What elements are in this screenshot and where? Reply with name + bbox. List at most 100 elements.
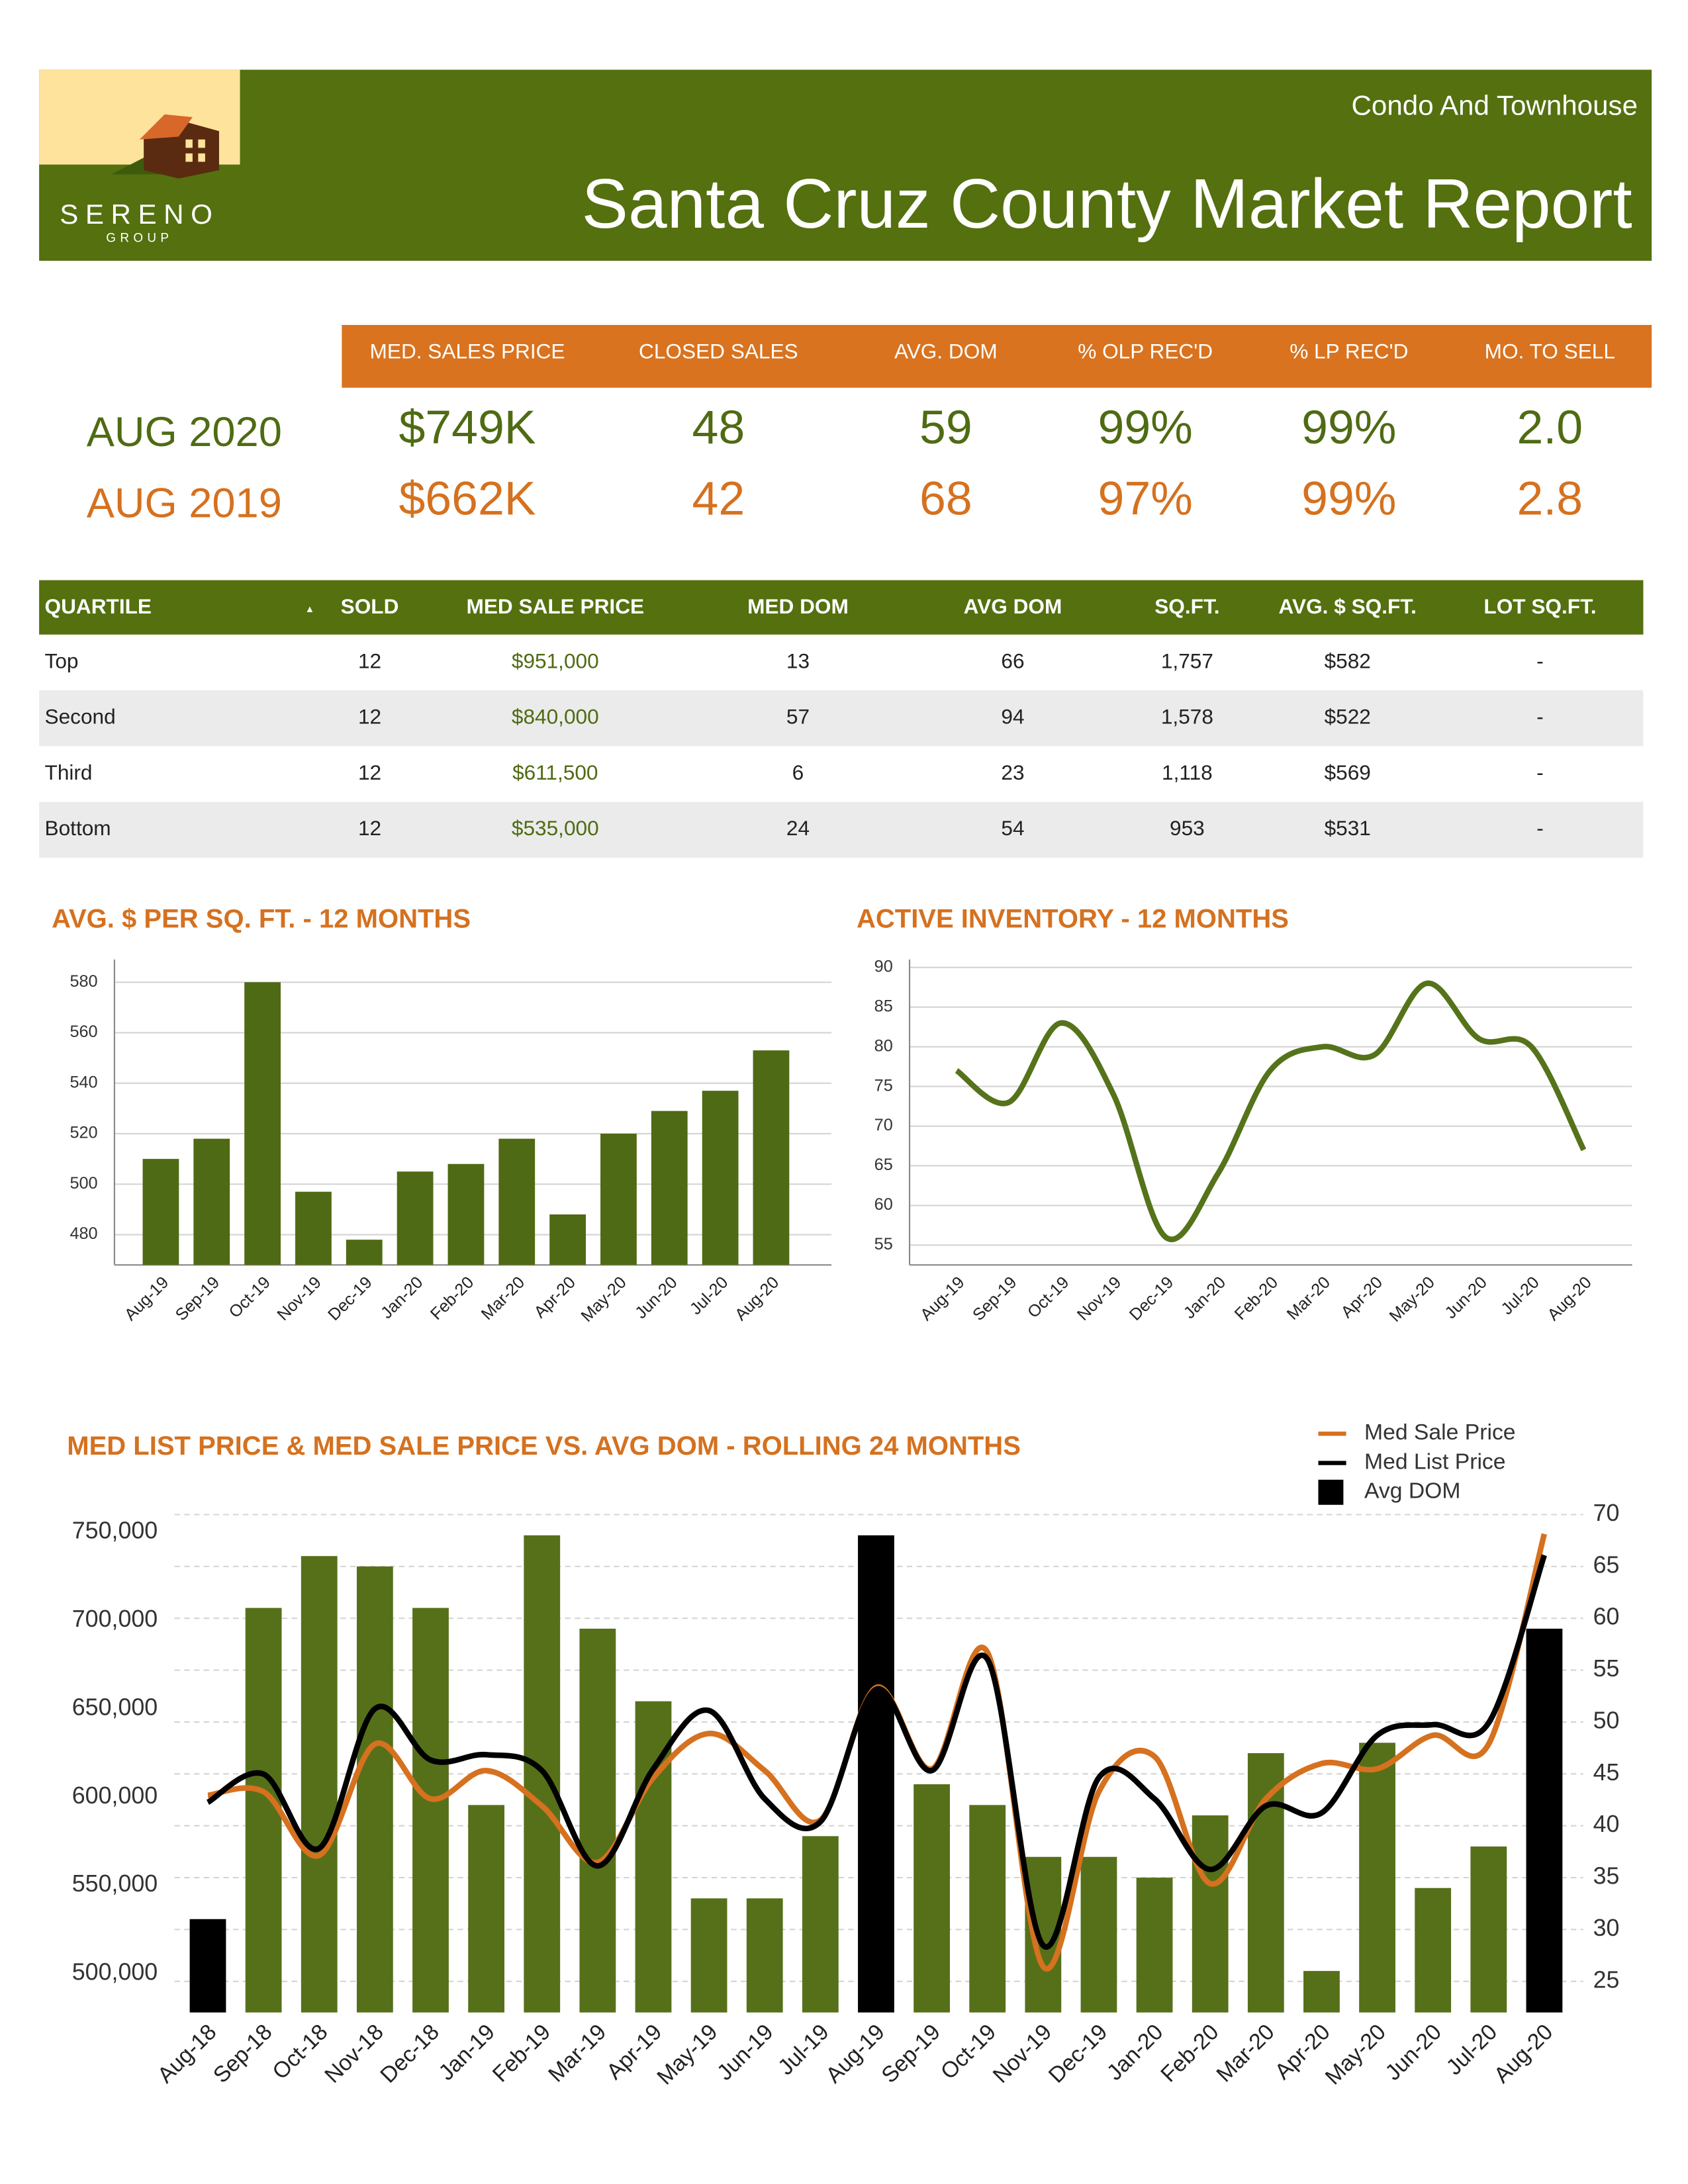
table-cell: 1,118 bbox=[1162, 760, 1213, 784]
table-cell: $569 bbox=[1325, 760, 1371, 784]
summary-header-band bbox=[342, 324, 1652, 388]
summary-row-label: AUG 2020 bbox=[87, 409, 282, 455]
chart-title: ACTIVE INVENTORY - 12 MONTHS bbox=[857, 904, 1289, 933]
bar bbox=[468, 1805, 505, 2013]
table-cell: $840,000 bbox=[512, 705, 599, 729]
bar bbox=[1526, 1628, 1563, 2013]
logo-roof bbox=[139, 114, 193, 140]
summary-header: MED. SALES PRICE bbox=[370, 339, 565, 363]
y-tick-label: 700,000 bbox=[72, 1606, 158, 1632]
table-cell: 24 bbox=[786, 816, 810, 840]
bar bbox=[802, 1836, 839, 2013]
table-cell: 1,757 bbox=[1161, 649, 1213, 672]
table-header: LOT SQ.FT. bbox=[1483, 594, 1596, 618]
table-cell: $582 bbox=[1325, 649, 1371, 672]
summary-value: 2.8 bbox=[1517, 473, 1583, 525]
bar bbox=[356, 1566, 393, 2013]
table-cell: 23 bbox=[1001, 760, 1024, 784]
bar bbox=[346, 1240, 383, 1265]
summary-value: 59 bbox=[919, 401, 972, 454]
bar bbox=[914, 1784, 950, 2013]
y-tick-label: 580 bbox=[70, 972, 97, 991]
report-subtitle: Condo And Townhouse bbox=[1352, 89, 1638, 120]
table-cell: 57 bbox=[786, 705, 810, 729]
summary-value: 99% bbox=[1098, 401, 1192, 454]
y-tick-label: 480 bbox=[70, 1224, 97, 1243]
report-title: Santa Cruz County Market Report bbox=[582, 165, 1632, 243]
table-cell: 54 bbox=[1001, 816, 1024, 840]
table-cell: $522 bbox=[1325, 705, 1371, 729]
table-cell: $611,500 bbox=[512, 760, 598, 784]
bar bbox=[295, 1191, 332, 1265]
legend-label: Avg DOM bbox=[1364, 1479, 1460, 1504]
summary-value: 68 bbox=[919, 473, 972, 525]
summary-value: 97% bbox=[1098, 473, 1192, 525]
y-tick-label: 65 bbox=[874, 1156, 893, 1174]
table-cell: 1,578 bbox=[1161, 705, 1213, 729]
bar bbox=[189, 1919, 226, 2013]
summary-value: $749K bbox=[399, 401, 536, 454]
table-header: SQ.FT. bbox=[1154, 594, 1219, 618]
y-tick-label: 500 bbox=[70, 1174, 97, 1193]
logo-window bbox=[198, 153, 205, 162]
summary-header: % OLP REC'D bbox=[1078, 339, 1213, 363]
y-tick-label: 25 bbox=[1593, 1966, 1620, 1993]
y-tick-label: 50 bbox=[1593, 1707, 1620, 1733]
y-tick-label: 650,000 bbox=[72, 1694, 158, 1720]
table-cell: 12 bbox=[358, 649, 381, 672]
sort-icon: ▲ bbox=[305, 604, 315, 615]
table-cell: 953 bbox=[1170, 816, 1205, 840]
summary-value: 48 bbox=[692, 401, 745, 454]
table-cell: 13 bbox=[786, 649, 810, 672]
table-cell: $531 bbox=[1325, 816, 1371, 840]
table-cell: Second bbox=[45, 705, 116, 729]
logo-window bbox=[185, 153, 193, 162]
bar bbox=[746, 1898, 783, 2013]
table-header: MED DOM bbox=[747, 594, 849, 618]
summary-value: 99% bbox=[1301, 401, 1396, 454]
table-cell: 12 bbox=[358, 816, 381, 840]
bar bbox=[753, 1050, 790, 1265]
y-tick-label: 45 bbox=[1593, 1759, 1620, 1786]
bar bbox=[244, 982, 281, 1265]
bar bbox=[301, 1556, 338, 2013]
logo-text: SERENO bbox=[60, 199, 219, 230]
bar bbox=[1080, 1856, 1117, 2013]
bar bbox=[498, 1138, 536, 1265]
y-tick-label: 80 bbox=[874, 1036, 893, 1055]
bar bbox=[858, 1535, 894, 2013]
summary-row-label: AUG 2019 bbox=[87, 480, 282, 527]
chart-title: MED LIST PRICE & MED SALE PRICE VS. AVG … bbox=[67, 1432, 1021, 1461]
y-tick-label: 55 bbox=[874, 1235, 893, 1253]
table-cell: - bbox=[1536, 816, 1544, 840]
y-tick-label: 75 bbox=[874, 1076, 893, 1095]
y-tick-label: 70 bbox=[874, 1116, 893, 1134]
bar bbox=[1192, 1815, 1229, 2013]
summary-value: 42 bbox=[692, 473, 745, 525]
line-series bbox=[206, 1554, 1547, 1950]
bar bbox=[397, 1171, 434, 1265]
y-tick-label: 30 bbox=[1593, 1915, 1620, 1941]
table-cell: $951,000 bbox=[512, 649, 599, 672]
bar bbox=[549, 1214, 586, 1265]
y-tick-label: 60 bbox=[874, 1195, 893, 1214]
line-series bbox=[955, 980, 1587, 1242]
bar bbox=[412, 1608, 449, 2013]
summary-value: $662K bbox=[399, 473, 536, 525]
table-cell: $535,000 bbox=[512, 816, 599, 840]
bar bbox=[245, 1608, 282, 2013]
bar bbox=[600, 1133, 637, 1265]
y-tick-label: 600,000 bbox=[72, 1782, 158, 1809]
y-tick-label: 65 bbox=[1593, 1551, 1620, 1578]
bar bbox=[1136, 1878, 1173, 2013]
logo-window bbox=[185, 139, 193, 148]
y-tick-label: 85 bbox=[874, 997, 893, 1015]
bar bbox=[1359, 1743, 1395, 2013]
y-tick-label: 70 bbox=[1593, 1500, 1620, 1526]
table-cell: 12 bbox=[358, 705, 381, 729]
logo-subtext: GROUP bbox=[106, 231, 173, 245]
summary-header: AVG. DOM bbox=[894, 339, 998, 363]
logo-window bbox=[198, 139, 205, 148]
